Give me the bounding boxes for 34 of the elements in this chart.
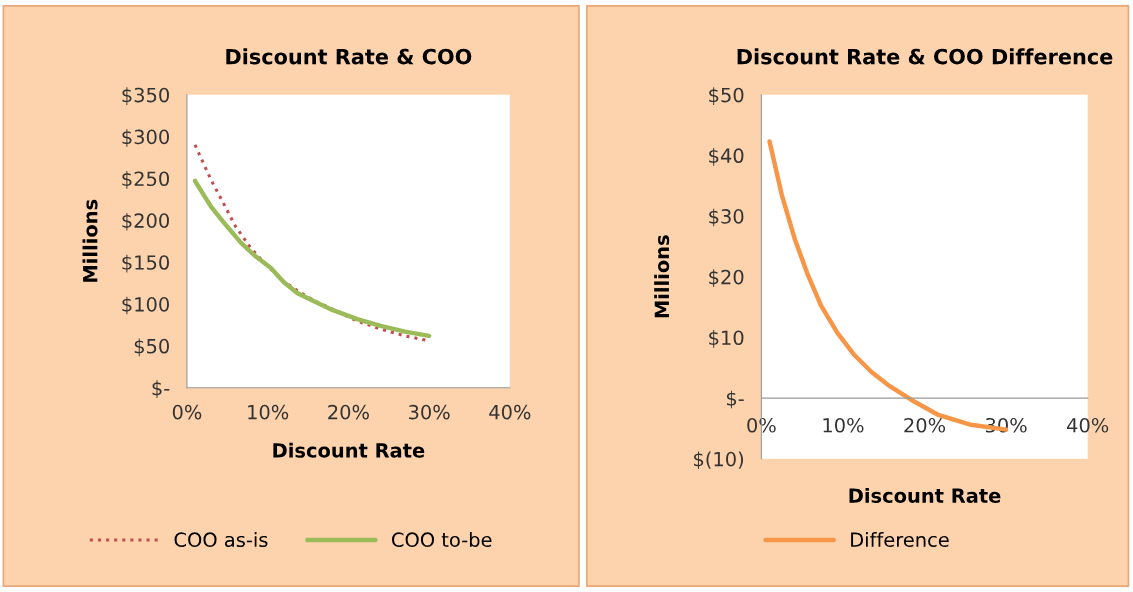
y-tick-label: $100 bbox=[122, 296, 169, 315]
x-tick-label: 0% bbox=[747, 417, 776, 433]
x-tick-label: 40% bbox=[489, 404, 531, 420]
x-tick-label: 0% bbox=[172, 404, 202, 420]
x-tick-label: 10% bbox=[823, 417, 864, 433]
y-tick-label: $10 bbox=[709, 330, 744, 348]
x-tick-label: 30% bbox=[409, 404, 450, 420]
y-tick-label: $50 bbox=[134, 338, 169, 357]
x-axis-title: Discount Rate bbox=[849, 487, 1001, 503]
y-tick-label: $- bbox=[152, 380, 170, 399]
y-tick-label: $250 bbox=[122, 171, 169, 189]
legend-label: COO to-be bbox=[392, 532, 492, 548]
chart-title: Discount Rate & COO Difference bbox=[737, 48, 1113, 65]
x-tick-label: 20% bbox=[328, 404, 369, 420]
line-series bbox=[192, 178, 432, 339]
x-tick-label: 10% bbox=[248, 404, 289, 420]
y-tick-label: $300 bbox=[122, 129, 169, 147]
y-tick-label: $40 bbox=[709, 148, 744, 166]
y-axis-title: Millions bbox=[82, 199, 98, 282]
y-tick-label: $- bbox=[726, 390, 744, 409]
y-tick-label: $150 bbox=[122, 254, 169, 273]
x-tick-label: 40% bbox=[1067, 417, 1109, 433]
y-tick-label: $350 bbox=[122, 87, 169, 105]
y-tick-label: $(10) bbox=[694, 451, 744, 470]
x-axis-title: Discount Rate bbox=[273, 442, 425, 458]
y-tick-label: $200 bbox=[122, 212, 169, 231]
y-axis-title: Millions bbox=[654, 235, 670, 318]
legend-label: Difference bbox=[851, 532, 949, 548]
x-tick-label: 20% bbox=[904, 417, 946, 433]
chart-title: Discount Rate & COO bbox=[226, 48, 472, 65]
y-tick-label: $20 bbox=[709, 269, 744, 288]
legend-label: COO as-is bbox=[174, 532, 268, 548]
y-tick-label: $50 bbox=[709, 87, 744, 105]
y-tick-label: $30 bbox=[709, 208, 744, 227]
